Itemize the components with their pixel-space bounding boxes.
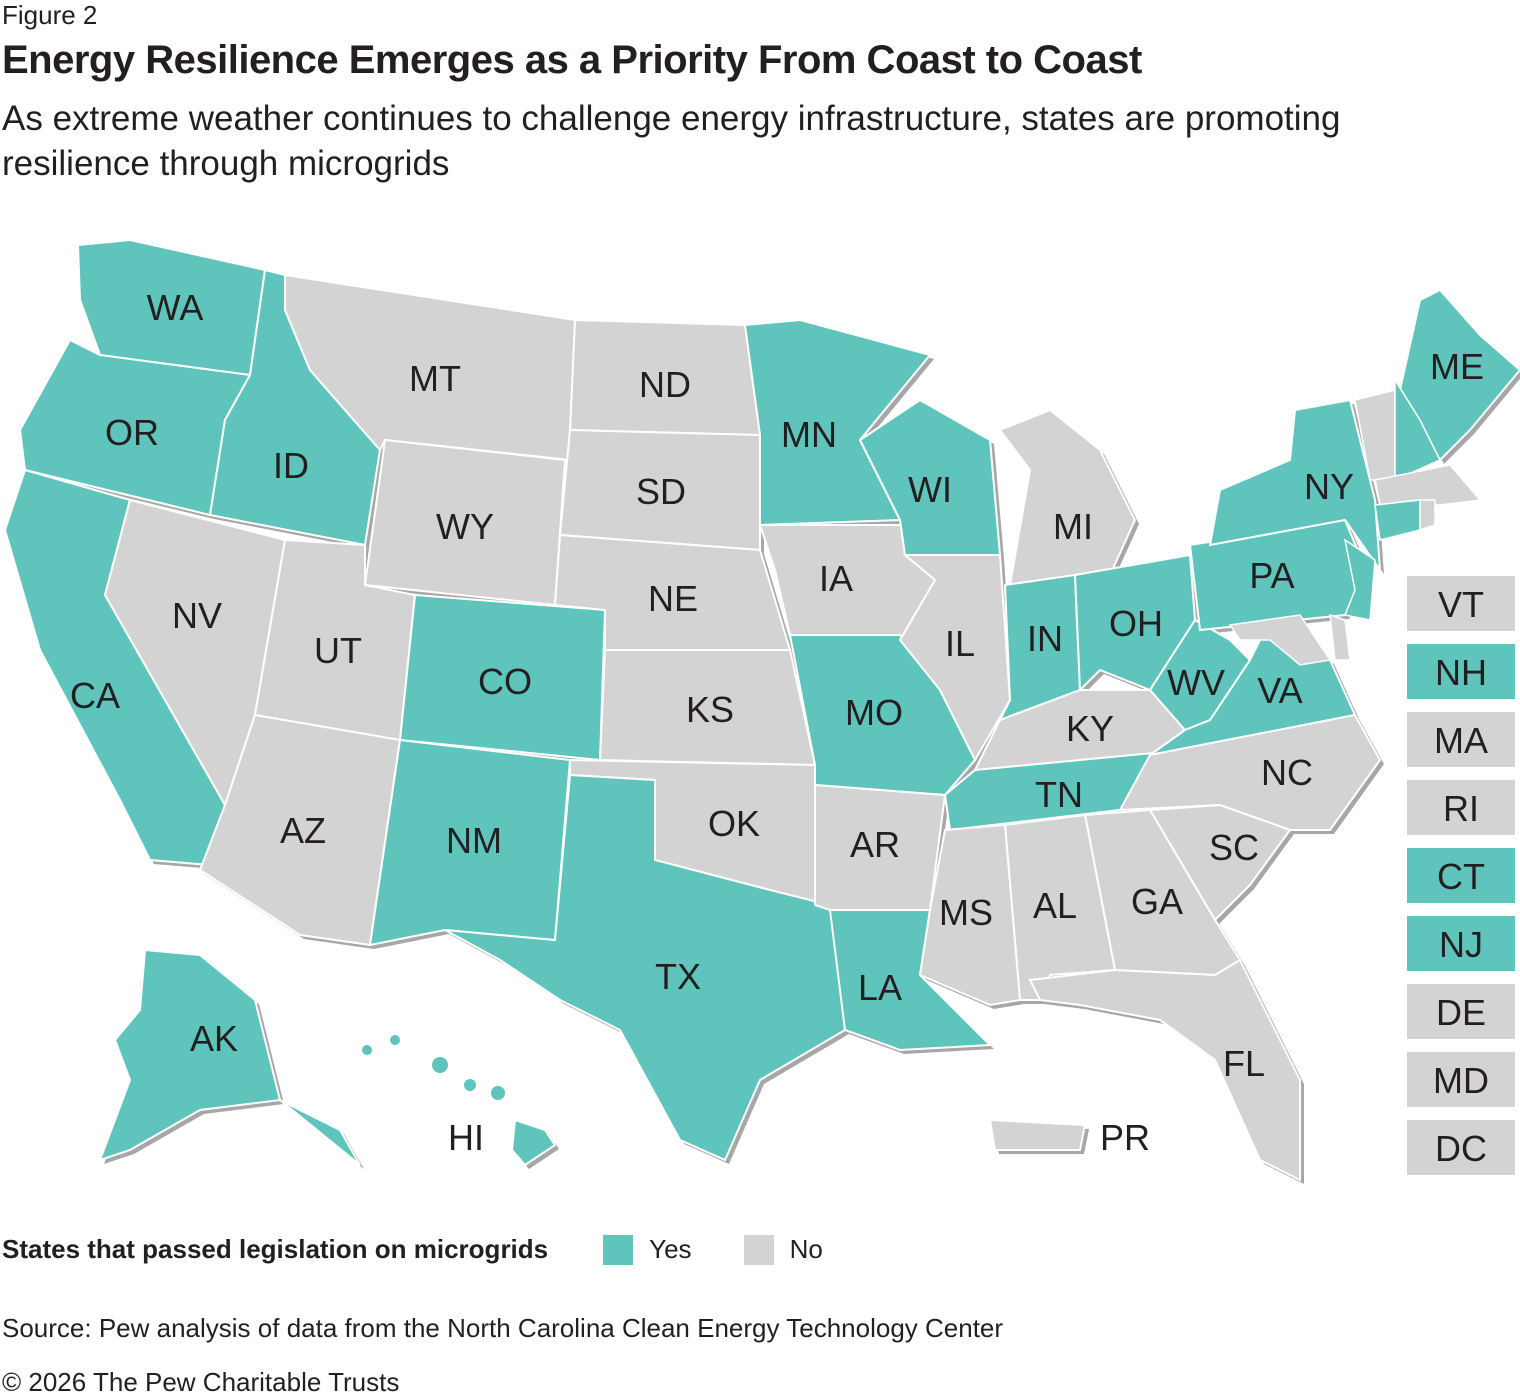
chart-title: Energy Resilience Emerges as a Priority … [2,38,1142,82]
state-label-wa: WA [147,287,204,328]
state-label-pr: PR [1100,1117,1150,1158]
state-label-mn: MN [781,414,837,455]
state-label-va: VA [1257,670,1302,711]
tile-label-ri: RI [1443,788,1479,829]
tile-dc [1407,1120,1515,1175]
state-label-ut: UT [314,630,362,671]
state-label-nd: ND [639,364,691,405]
state-label-mo: MO [845,692,903,733]
state-label-ak: AK [190,1018,238,1059]
hawaii-island [432,1057,448,1073]
state-ma [1374,464,1482,506]
state-label-ky: KY [1066,708,1114,749]
chart-subtitle: As extreme weather continues to challeng… [2,99,1341,183]
hawaii-island [464,1079,476,1091]
state-label-al: AL [1033,885,1077,926]
state-label-or: OR [105,412,159,453]
state-label-tx: TX [655,956,701,997]
tile-vt [1407,576,1515,631]
legend-title: States that passed legislation on microg… [2,1234,549,1264]
state-nh [1394,377,1442,482]
state-pr [988,1118,1087,1151]
state-label-id: ID [273,445,309,486]
state-label-mi: MI [1053,506,1093,547]
figure-label: Figure 2 [2,0,98,30]
tile-de [1407,984,1515,1039]
tile-label-nh: NH [1435,652,1487,693]
tile-label-vt: VT [1438,584,1484,625]
state-label-wi: WI [908,469,952,510]
legend-label-yes: Yes [649,1234,692,1264]
state-tx [444,773,847,1162]
state-label-fl: FL [1223,1043,1265,1084]
tile-label-ct: CT [1437,856,1485,897]
legend-label-no: No [789,1234,823,1264]
tile-nh [1407,644,1515,699]
state-label-in: IN [1027,618,1063,659]
state-label-nv: NV [172,595,222,636]
hawaii-island [491,1086,505,1100]
legend: States that passed legislation on microg… [2,1234,875,1265]
tile-label-ma: MA [1434,720,1488,761]
state-label-ok: OK [708,803,760,844]
state-nj [1343,538,1376,621]
state-label-ks: KS [686,689,734,730]
state-il [898,554,1012,763]
state-label-nm: NM [446,820,502,861]
state-label-ga: GA [1131,881,1183,922]
copyright: © 2026 The Pew Charitable Trusts [2,1367,400,1397]
state-fl [1028,958,1301,1182]
state-label-il: IL [945,623,975,664]
legend-item-yes: Yes [603,1234,692,1265]
tile-ma [1407,712,1515,767]
state-ny [1208,398,1382,574]
state-hi [510,1118,557,1167]
state-label-oh: OH [1109,603,1163,644]
legend-swatch-yes [603,1234,634,1265]
legend-item-no: No [743,1234,823,1265]
state-label-pa: PA [1249,555,1294,596]
state-label-ne: NE [648,578,698,619]
tile-label-md: MD [1433,1060,1489,1101]
state-ri [1419,499,1436,532]
state-ak [98,948,361,1166]
tile-label-dc: DC [1435,1128,1487,1169]
tile-label-nj: NJ [1439,924,1483,965]
state-md [1228,614,1332,666]
hawaii-island [362,1045,372,1055]
tile-label-de: DE [1436,992,1486,1033]
state-label-sc: SC [1209,827,1259,868]
state-label-co: CO [478,661,532,702]
state-label-ca: CA [70,675,120,716]
state-label-ar: AR [850,824,900,865]
hawaii-island [390,1035,400,1045]
state-label-hi: HI [448,1117,484,1158]
tile-ct [1407,848,1515,903]
state-label-az: AZ [280,810,326,851]
state-nc [1118,713,1382,831]
legend-swatch-no [743,1234,774,1265]
tile-md [1407,1052,1515,1107]
state-label-me: ME [1430,346,1484,387]
state-label-mt: MT [409,358,461,399]
source-note: Source: Pew analysis of data from the No… [2,1313,1004,1343]
state-ms [918,823,1022,1007]
state-label-ms: MS [939,892,993,933]
state-tn [943,748,1188,832]
state-label-tn: TN [1035,774,1083,815]
state-label-ny: NY [1304,466,1354,507]
state-de [1329,613,1351,661]
state-label-wv: WV [1167,662,1225,703]
state-label-la: LA [858,967,902,1008]
state-ct [1374,499,1421,541]
state-label-ia: IA [819,558,853,599]
tile-ri [1407,780,1515,835]
state-label-wy: WY [436,506,494,547]
state-mi [998,408,1137,587]
tile-nj [1407,916,1515,971]
state-label-nc: NC [1261,752,1313,793]
state-label-sd: SD [636,471,686,512]
